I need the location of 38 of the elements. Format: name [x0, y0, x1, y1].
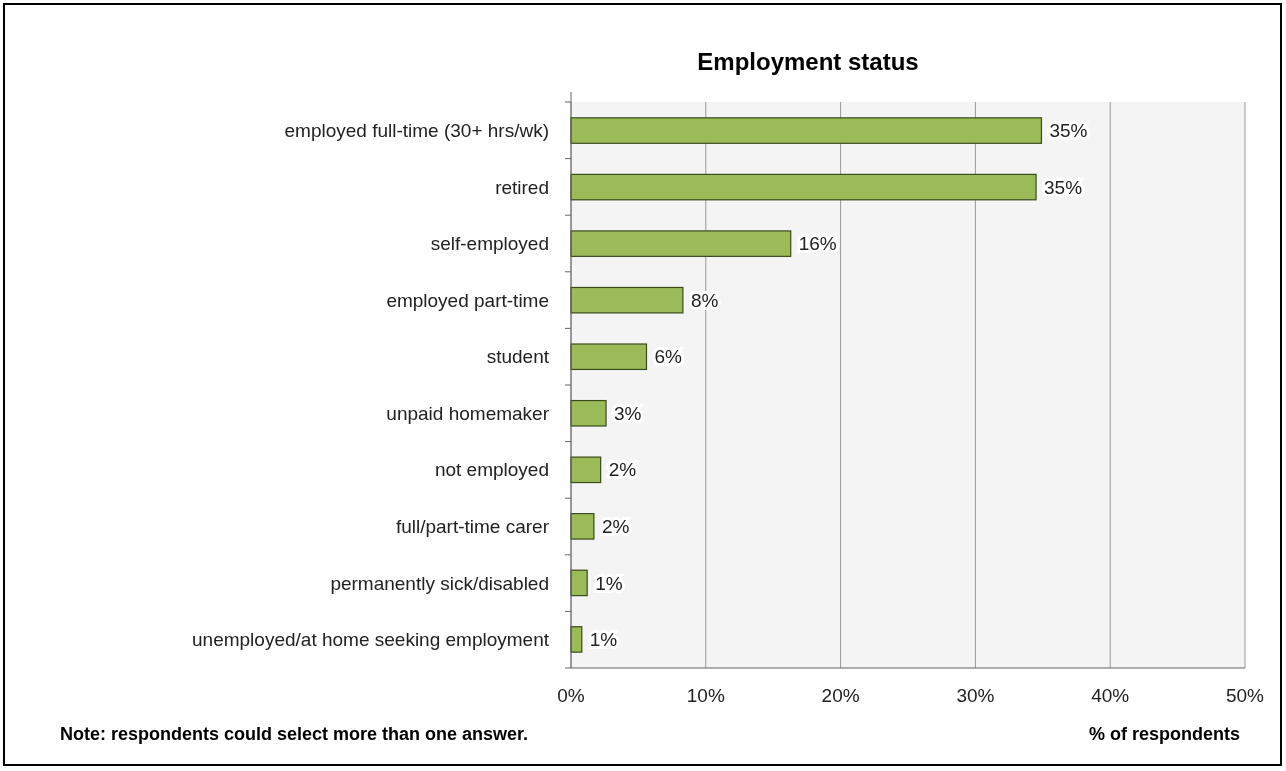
x-tick-label: 30%	[956, 685, 995, 706]
x-tick-label: 0%	[557, 685, 585, 706]
data-label: 8%	[690, 289, 719, 311]
y-tick-label: not employed	[434, 459, 549, 481]
x-tick-label: 40%	[1091, 685, 1130, 706]
bar	[570, 230, 792, 257]
bar	[570, 456, 602, 484]
data-label: 3%	[614, 402, 642, 424]
y-tick-label: student	[486, 346, 550, 368]
data-label: 1%	[589, 629, 618, 651]
data-label: 2%	[608, 459, 637, 481]
bar	[570, 569, 588, 597]
text: Note: respondents could select more than one answer.	[60, 724, 529, 744]
y-tick-label: permanently sick/disabled	[330, 572, 549, 594]
data-label: 6%	[654, 346, 683, 368]
data-label: 1%	[595, 572, 623, 594]
y-tick-label: unemployed/at home seeking employment	[192, 629, 550, 651]
x-tick-label: 50%	[1225, 685, 1265, 706]
bar	[570, 399, 607, 427]
x-tick-label: 10%	[686, 685, 725, 706]
data-label: 2%	[601, 516, 630, 538]
y-tick-label: employed part-time	[386, 289, 549, 311]
x-axis-title: % of respondents	[1088, 724, 1240, 744]
data-label: 35%	[1049, 120, 1088, 142]
data-label: 16%	[798, 233, 837, 255]
bar	[570, 173, 1037, 201]
y-tick-label: unpaid homemaker	[386, 402, 550, 424]
y-tick-label: retired	[495, 176, 549, 198]
y-tick-label: employed full-time (30+ hrs/wk)	[284, 120, 549, 142]
bar	[570, 343, 648, 371]
y-tick-label: self-employed	[430, 233, 549, 255]
data-label: 35%	[1044, 176, 1083, 198]
chart-title: Employment status	[697, 48, 919, 75]
y-tick-label: full/part-time carer	[395, 516, 550, 538]
bar	[570, 513, 595, 540]
x-tick-label: 20%	[821, 685, 860, 706]
bar	[570, 286, 684, 314]
bar	[570, 117, 1043, 144]
